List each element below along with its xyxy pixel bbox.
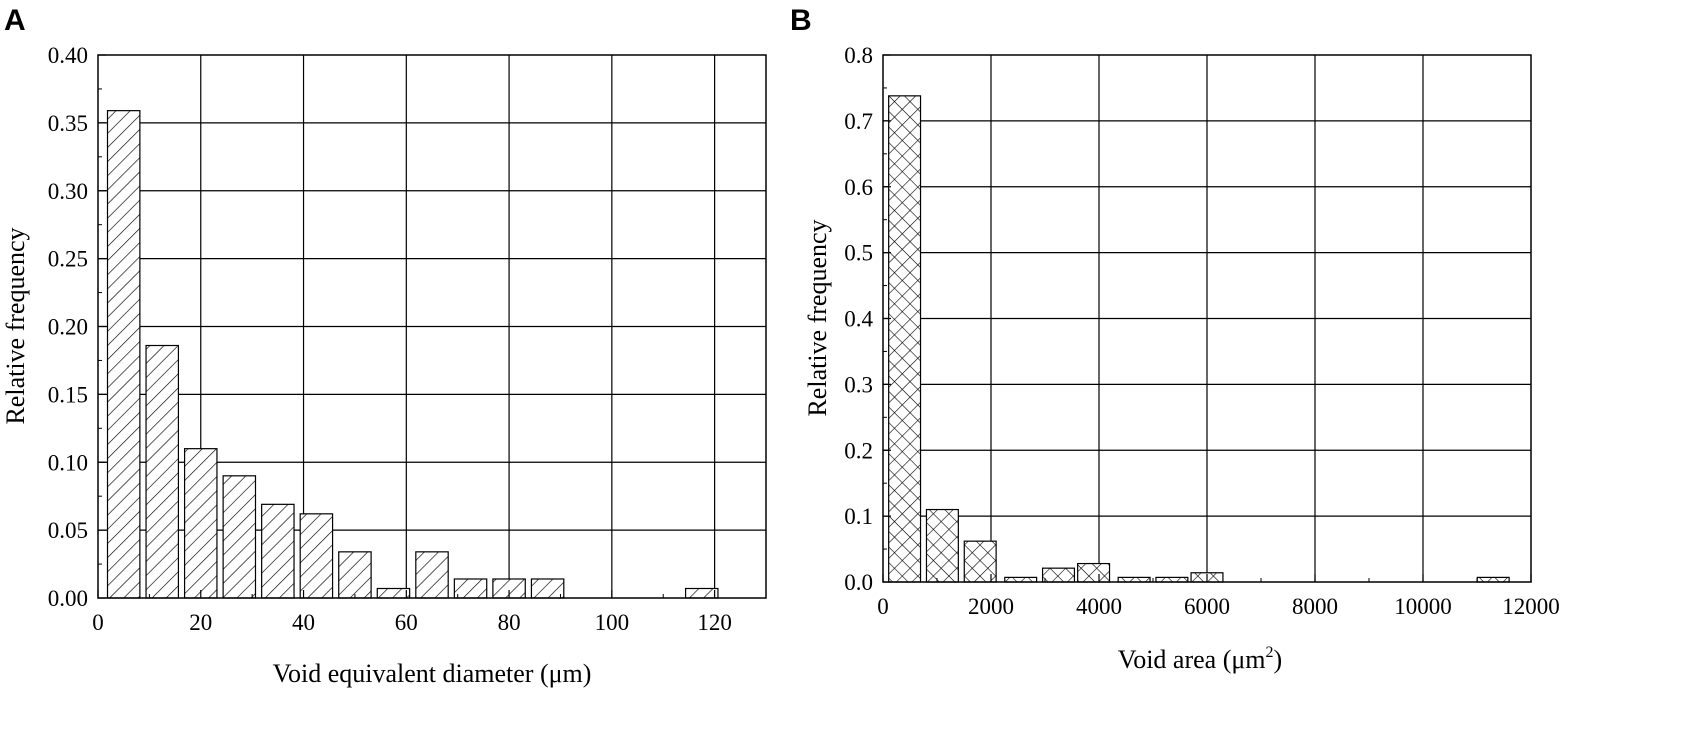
- panel-b-bar: [888, 95, 922, 583]
- panel-b-y-tick-label: 0.5: [844, 241, 873, 266]
- panel-a-x-tick-label: 60: [395, 610, 418, 635]
- panel-b-bar: [1077, 562, 1111, 583]
- panel-a-y-tick-label: 0.40: [48, 43, 88, 68]
- panel-a-x-tick-label: 120: [697, 610, 732, 635]
- panel-a-bar: [453, 578, 488, 599]
- panel-a-bar: [222, 475, 257, 599]
- panel-b-bars: [888, 95, 1510, 583]
- panel-a-y-tick-label: 0.25: [48, 247, 88, 272]
- panel-b-y-tick-label: 0.0: [844, 570, 873, 595]
- panel-b-x-tick-label: 4000: [1076, 594, 1122, 619]
- panel-a-bars: [106, 110, 719, 599]
- panel-b-y-tick-label: 0.8: [844, 43, 873, 68]
- panel-a-bar: [376, 587, 411, 599]
- panel-a-bar: [261, 503, 295, 599]
- panel-b-x-tick-label: 6000: [1184, 594, 1230, 619]
- panel-b-y-axis-label: Relative frequency: [803, 219, 832, 416]
- panel-a-x-axis-label: Void equivalent diameter (μm): [273, 659, 592, 688]
- panel-b: B 0 2000 4000 6000 8000 10000 12000 0.0 0.1 0.2 0.…: [790, 4, 1560, 674]
- panel-a: A 0 20 40 60 80 100 120 0.00 0.05 0.10 0.15 0.20 0.2…: [1, 4, 767, 688]
- panel-a-x-tick-label: 0: [92, 610, 104, 635]
- panel-a-y-tick-label: 0.00: [48, 586, 88, 611]
- panel-a-bar: [684, 587, 719, 599]
- panel-a-bar: [415, 551, 449, 599]
- panel-b-x-axis-label-sup: 2: [1266, 644, 1274, 661]
- panel-b-x-tick-label: 12000: [1502, 594, 1560, 619]
- panel-a-y-axis-label: Relative frequency: [1, 227, 30, 424]
- panel-a-x-tick-label: 40: [292, 610, 315, 635]
- panel-a-x-tick-label: 20: [189, 610, 212, 635]
- panel-b-x-tick-label: 10000: [1394, 594, 1452, 619]
- panel-b-x-tick-label: 0: [877, 594, 889, 619]
- panel-b-x-tick-label: 2000: [968, 594, 1014, 619]
- panel-a-y-tick-label: 0.20: [48, 315, 88, 340]
- panel-b-x-tick-label: 8000: [1292, 594, 1338, 619]
- panel-b-y-tick-label: 0.2: [844, 438, 873, 463]
- panel-b-y-tick-label: 0.4: [844, 307, 873, 332]
- panel-a-bar: [530, 578, 565, 599]
- panel-a-bar: [106, 110, 141, 599]
- panel-b-y-tick-label: 0.6: [844, 175, 873, 200]
- panel-b-x-axis-label-close: ): [1274, 645, 1283, 674]
- panel-b-x-axis-label: Void area (μm2): [1118, 644, 1282, 674]
- panel-b-bar: [1041, 567, 1076, 583]
- panel-a-y-tick-label: 0.10: [48, 450, 88, 475]
- panel-a-grid: [98, 55, 766, 598]
- panel-a-ticks: 0 20 40 60 80 100 120 0.00 0.05 0.10 0.15 0.20 0.25 0…: [48, 43, 732, 635]
- panel-a-x-tick-label: 100: [595, 610, 630, 635]
- panel-a-y-tick-label: 0.15: [48, 382, 88, 407]
- panel-a-bar: [338, 551, 372, 599]
- panel-b-ticks: 0 2000 4000 6000 8000 10000 12000 0.0 0.1 0.2 0.3 0…: [844, 43, 1560, 619]
- panel-a-bar: [145, 344, 180, 599]
- panel-b-y-tick-label: 0.1: [844, 504, 873, 529]
- panel-a-y-tick-label: 0.05: [48, 518, 88, 543]
- panel-b-x-axis-label-main: Void area (μm: [1118, 645, 1266, 674]
- panel-a-bar: [183, 448, 218, 599]
- panel-b-grid: [883, 55, 1531, 582]
- panel-a-bar: [299, 513, 334, 599]
- panel-a-letter: A: [4, 4, 26, 37]
- panel-a-x-tick-label: 80: [498, 610, 521, 635]
- panel-b-y-tick-label: 0.3: [844, 372, 873, 397]
- panel-b-letter: B: [790, 4, 812, 37]
- panel-b-y-tick-label: 0.7: [844, 109, 873, 134]
- panel-a-y-tick-label: 0.35: [48, 111, 88, 136]
- panel-a-y-tick-label: 0.30: [48, 179, 88, 204]
- panel-b-bar: [925, 508, 959, 583]
